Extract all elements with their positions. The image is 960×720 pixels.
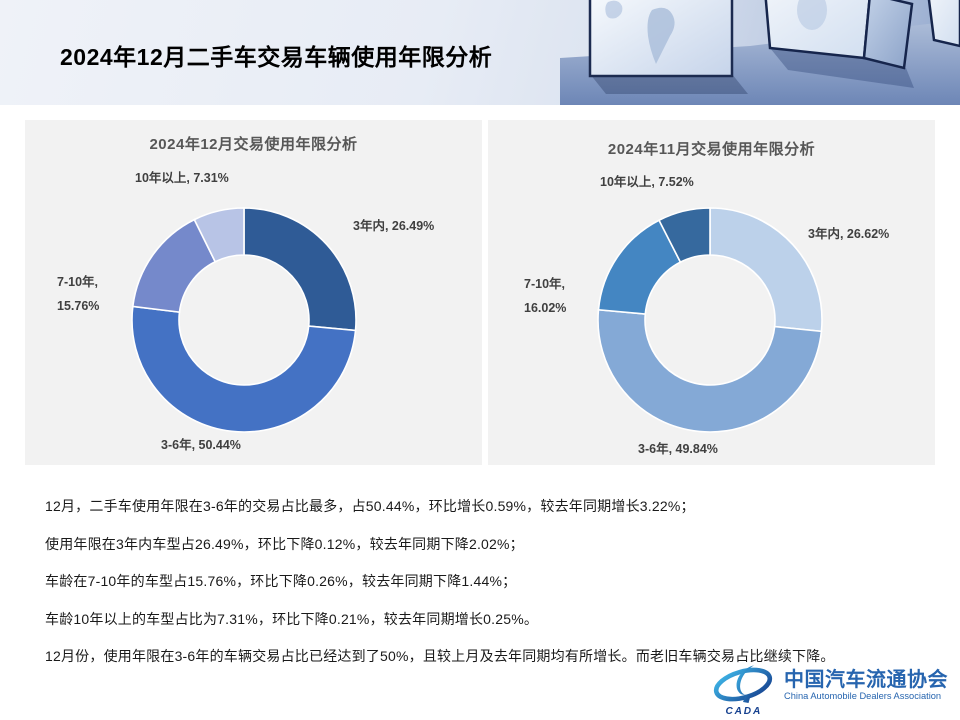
label-nov-3to6: 3-6年, 49.84%: [638, 442, 718, 456]
donut-chart-november: [597, 207, 823, 433]
world-map-texture-3: [797, 0, 827, 30]
label-nov-7to10: 7-10年, 16.02%: [524, 272, 566, 320]
donut-slice-3-6年: [131, 305, 357, 433]
chart-panel-december: 2024年12月交易使用年限分析 10年以上, 7.31% 3年内, 26.49…: [25, 120, 482, 465]
cada-logo-icon: CADA: [713, 665, 773, 717]
decorative-cubes-graphic: [560, 0, 960, 105]
header-banner: 2024年12月二手车交易车辆使用年限分析: [0, 0, 960, 105]
page-title: 2024年12月二手车交易车辆使用年限分析: [60, 44, 493, 70]
world-map-texture: [647, 7, 675, 64]
logo-cada-text: CADA: [726, 706, 763, 717]
label-dec-under3: 3年内, 26.49%: [353, 219, 435, 233]
donut-slice-10年以上: [193, 207, 245, 263]
association-name-cn: 中国汽车流通协会: [784, 669, 948, 691]
summary-line-5: 12月份，使用年限在3-6年的车辆交易占比已经达到了50%，且较上月及去年同期均…: [45, 648, 835, 664]
label-dec-3to6: 3-6年, 50.44%: [161, 438, 241, 452]
donut-slice-10年以上: [657, 207, 711, 264]
label-nov-7to10-value: 16.02%: [524, 301, 567, 315]
logo-orbit-ellipse: [713, 667, 773, 702]
cube-shadow: [590, 74, 748, 94]
label-dec-7to10-value: 15.76%: [57, 299, 100, 313]
donut-slice-3年内: [243, 207, 357, 332]
label-nov-7to10-name: 7-10年,: [524, 277, 565, 291]
summary-line-4: 车龄10年以上的车型占比为7.31%，环比下降0.21%，较去年同期增长0.25…: [45, 610, 539, 627]
summary-text-block: 12月，二手车使用年限在3-6年的交易占比最多，占50.44%，环比增长0.59…: [45, 498, 945, 686]
donut-slice-3-6年: [597, 308, 823, 433]
donut-chart-december: [131, 207, 357, 433]
summary-line-1: 12月，二手车使用年限在3-6年的交易占比最多，占50.44%，环比增长0.59…: [45, 498, 695, 514]
label-nov-under3: 3年内, 26.62%: [808, 227, 890, 241]
cada-logo: CADA 中国汽车流通协会 China Automobile Dealers A…: [708, 663, 948, 719]
summary-line-3: 车龄在7-10年的车型占15.76%，环比下降0.26%，较去年同期下降1.44…: [45, 573, 517, 589]
label-dec-7to10: 7-10年, 15.76%: [57, 270, 99, 318]
cube3-face: [927, 0, 960, 48]
label-dec-over10: 10年以上, 7.31%: [135, 171, 229, 185]
chart-panel-november: 2024年11月交易使用年限分析 10年以上, 7.52% 3年内, 26.62…: [488, 120, 935, 465]
logo-flash-glyph: [736, 665, 755, 703]
cube2-side-face: [862, 0, 914, 70]
world-map-texture-2: [605, 0, 623, 19]
association-name-en: China Automobile Dealers Association: [784, 691, 942, 701]
label-nov-over10: 10年以上, 7.52%: [600, 175, 694, 189]
donut-slice-3年内: [709, 207, 823, 333]
chart-title-november: 2024年11月交易使用年限分析: [607, 141, 816, 158]
cube2-shadow: [770, 48, 914, 88]
chart-title-december: 2024年12月交易使用年限分析: [149, 136, 358, 153]
label-dec-7to10-name: 7-10年,: [57, 275, 98, 289]
summary-line-2: 使用年限在3年内车型占26.49%，环比下降0.12%，较去年同期下降2.02%…: [45, 535, 524, 552]
